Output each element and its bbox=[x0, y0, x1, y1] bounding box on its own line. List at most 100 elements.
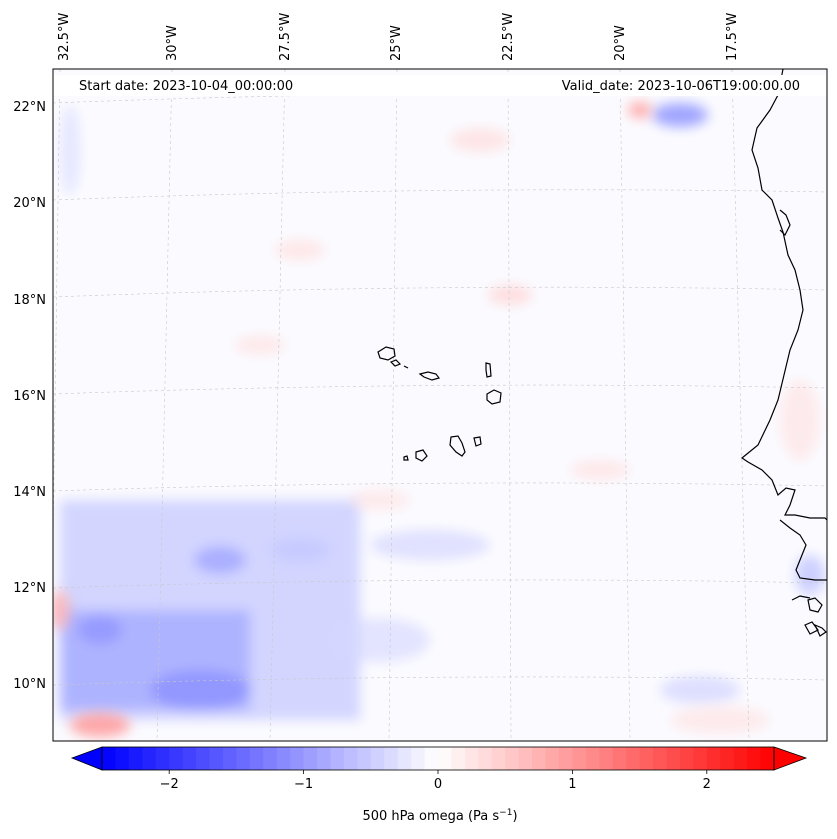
colorbar-step bbox=[249, 747, 264, 770]
colorbar-step bbox=[639, 747, 654, 770]
colorbar-step bbox=[505, 747, 520, 770]
colorbar-steps bbox=[102, 747, 775, 770]
colorbar-step bbox=[290, 747, 305, 770]
colorbar-step bbox=[760, 747, 775, 770]
colorbar-step bbox=[720, 747, 735, 770]
colorbar-step bbox=[666, 747, 681, 770]
colorbar-step bbox=[370, 747, 385, 770]
colorbar-step bbox=[733, 747, 748, 770]
lat-label-14n: 14°N bbox=[13, 485, 46, 500]
graticule bbox=[53, 69, 827, 741]
colorbar-step bbox=[263, 747, 278, 770]
latitude-labels: 22°N 20°N 18°N 16°N 14°N 12°N 10°N bbox=[13, 100, 46, 692]
colorbar-step bbox=[411, 747, 426, 770]
colorbar-step bbox=[679, 747, 694, 770]
lon-label-20w: 20°W bbox=[613, 25, 628, 61]
colorbar-step bbox=[585, 747, 600, 770]
ascent-region-south bbox=[60, 103, 825, 720]
lon-label-22-5w: 22.5°W bbox=[501, 13, 516, 61]
colorbar-step bbox=[572, 747, 587, 770]
start-date-label: Start date: 2023-10-04_00:00:00 bbox=[79, 79, 293, 94]
maio bbox=[473, 436, 482, 447]
colorbar-step bbox=[196, 747, 211, 770]
colorbar-step bbox=[464, 747, 479, 770]
colorbar-step bbox=[155, 747, 170, 770]
colorbar-step bbox=[532, 747, 547, 770]
colorbar-step bbox=[693, 747, 708, 770]
colorbar-step bbox=[626, 747, 641, 770]
colorbar-label: 500 hPa omega (Pa s−1) bbox=[362, 808, 517, 824]
header-band bbox=[53, 75, 827, 96]
santiago bbox=[449, 435, 466, 457]
colorbar-step bbox=[357, 747, 372, 770]
colorbar-step bbox=[343, 747, 358, 770]
brava bbox=[403, 455, 409, 461]
colorbar-step bbox=[115, 747, 130, 770]
colorbar-step bbox=[545, 747, 560, 770]
sao-vicente bbox=[389, 359, 402, 367]
boa-vista bbox=[486, 389, 502, 405]
colorbar-step bbox=[653, 747, 667, 770]
santo-antao bbox=[377, 346, 396, 361]
colorbar-step bbox=[424, 747, 439, 770]
colorbar-tick-label: 1 bbox=[568, 777, 576, 792]
lon-label-27-5w: 27.5°W bbox=[278, 13, 293, 61]
colorbar-step bbox=[706, 747, 721, 770]
colorbar-step bbox=[276, 747, 291, 770]
colorbar-step bbox=[317, 747, 331, 770]
lon-label-25w: 25°W bbox=[389, 25, 404, 61]
colorbar-step bbox=[303, 747, 318, 770]
colorbar-step bbox=[478, 747, 493, 770]
colorbar-tick-label: 0 bbox=[434, 777, 442, 792]
colorbar-step bbox=[384, 747, 399, 770]
colorbar-step bbox=[397, 747, 412, 770]
colorbar-tick-label: −2 bbox=[160, 777, 179, 792]
colorbar-step bbox=[599, 747, 614, 770]
africa-coastline bbox=[740, 69, 827, 521]
lon-label-32-5w: 32.5°W bbox=[57, 13, 72, 61]
lon-label-17-5w: 17.5°W bbox=[725, 13, 740, 61]
colorbar-step bbox=[330, 747, 345, 770]
coastlines bbox=[740, 69, 827, 637]
colorbar-step bbox=[438, 747, 452, 770]
map-frame bbox=[52, 68, 828, 742]
colorbar-step bbox=[182, 747, 197, 770]
colorbar-step bbox=[222, 747, 237, 770]
lat-label-20n: 20°N bbox=[13, 196, 46, 211]
colorbar-ticks: −2 −1 0 1 2 bbox=[160, 770, 711, 792]
colorbar-tick-label: 2 bbox=[703, 777, 711, 792]
colorbar-step bbox=[451, 747, 466, 770]
lon-label-30w: 30°W bbox=[165, 25, 180, 61]
santa-luzia bbox=[403, 365, 409, 369]
map-panel bbox=[53, 69, 827, 741]
colorbar-step bbox=[236, 747, 251, 770]
colorbar-step bbox=[558, 747, 573, 770]
lat-label-12n: 12°N bbox=[13, 581, 46, 596]
lat-label-22n: 22°N bbox=[13, 100, 46, 115]
colorbar: −2 −1 0 1 2 500 hPa omega (Pa s−1) bbox=[70, 746, 808, 824]
lat-label-18n: 18°N bbox=[13, 293, 46, 308]
colorbar-step bbox=[491, 747, 506, 770]
colorbar-tick-label: −1 bbox=[294, 777, 313, 792]
lat-label-16n: 16°N bbox=[13, 389, 46, 404]
sal bbox=[485, 362, 492, 378]
omega-field bbox=[53, 102, 825, 737]
colorbar-step bbox=[128, 747, 143, 770]
colorbar-low-extension bbox=[70, 746, 103, 771]
colorbar-step bbox=[142, 747, 157, 770]
colorbar-step bbox=[102, 747, 116, 770]
descent-region bbox=[53, 102, 820, 737]
colorbar-step bbox=[169, 747, 184, 770]
cape-verde-islands bbox=[377, 346, 502, 462]
colorbar-step bbox=[518, 747, 533, 770]
colorbar-high-extension bbox=[773, 746, 808, 771]
colorbar-step bbox=[209, 747, 224, 770]
longitude-labels: 32.5°W 30°W 27.5°W 25°W 22.5°W 20°W 17.5… bbox=[57, 13, 740, 61]
lat-label-10n: 10°N bbox=[13, 677, 46, 692]
sao-nicolau bbox=[418, 371, 441, 381]
fogo bbox=[415, 449, 428, 462]
colorbar-step bbox=[747, 747, 762, 770]
valid-date-label: Valid_date: 2023-10-06T19:00:00.00 bbox=[562, 79, 800, 94]
colorbar-step bbox=[612, 747, 627, 770]
